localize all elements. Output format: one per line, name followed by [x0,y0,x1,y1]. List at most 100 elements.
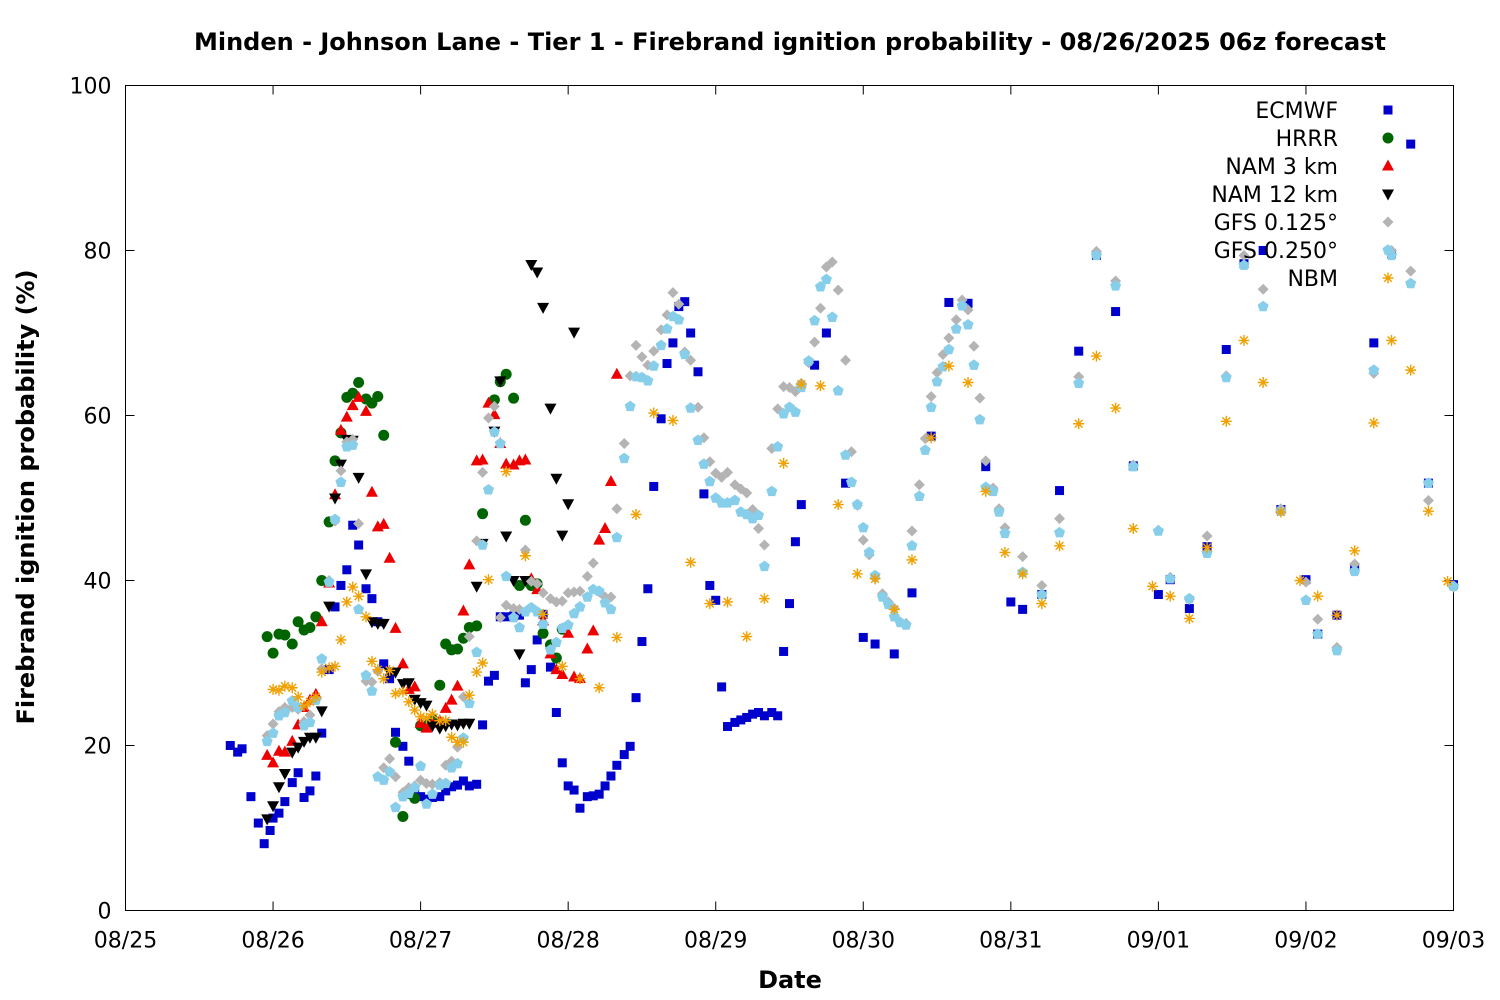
data-point [457,691,469,703]
data-point [618,452,630,464]
data-point [421,712,433,724]
data-point [360,669,372,681]
data-point [851,498,863,510]
data-point [483,676,493,686]
data-point [821,328,831,338]
data-point [471,620,483,632]
x-tick-label: 09/01 [1127,929,1190,954]
data-point [508,392,520,404]
data-point [1111,307,1121,317]
data-point [347,387,359,399]
legend-label: ECMWF [1255,99,1338,124]
data-point [453,780,462,790]
legend-marker [1382,244,1394,255]
data-point [1220,371,1232,383]
data-point [353,377,365,388]
data-point [340,410,353,422]
x-tick-label: 09/03 [1422,929,1485,954]
data-point [404,756,414,766]
data-point [439,701,452,713]
data-point [390,801,402,813]
x-axis-label: Date [758,966,822,994]
data-point [347,439,359,450]
data-point [309,732,322,744]
data-point [925,432,937,444]
legend-label: GFS 0.125° [1214,211,1338,236]
data-point [550,473,563,485]
data-point [335,634,347,646]
data-point [832,284,844,296]
data-point [464,781,474,791]
data-point [482,412,494,424]
data-point [1055,486,1065,496]
plot-area [125,85,1454,911]
data-point [457,604,470,616]
data-point [778,457,790,469]
data-point [334,459,347,471]
data-point [611,503,623,515]
data-point [587,624,600,636]
data-point [441,786,451,796]
data-point [360,611,372,623]
data-point [415,711,427,723]
data-point [434,679,446,691]
data-point [604,475,617,486]
data-point [673,314,685,325]
data-point [1221,345,1231,354]
data-point [378,429,390,441]
data-point [574,673,586,685]
data-point [1349,558,1361,570]
data-point [826,256,838,268]
data-point [384,766,396,777]
data-point [440,777,452,789]
data-point [974,392,986,404]
data-point [402,678,415,690]
data-point [500,466,512,478]
data-point [612,760,622,770]
x-tick-label: 08/28 [536,929,599,954]
legend-marker [1382,272,1394,284]
data-point [575,803,585,813]
data-point [378,774,390,785]
data-point [809,314,821,326]
data-point [1238,249,1250,261]
data-point [810,360,820,370]
data-point [925,401,937,412]
data-point [889,649,899,659]
data-point [279,706,291,718]
data-point [968,359,980,370]
data-point [999,527,1011,539]
data-point [851,568,863,580]
data-point [531,267,544,279]
data-point [758,593,770,605]
series-nam-12-km [261,260,581,826]
data-point [426,778,438,790]
data-point [968,340,980,352]
data-point [329,513,341,525]
data-point [574,585,586,597]
legend-label: NAM 3 km [1225,155,1338,180]
data-point [642,375,654,386]
data-point [531,578,543,590]
data-point [1220,415,1232,427]
data-point [253,818,263,828]
data-point [452,643,463,655]
y-tick-label: 80 [84,240,112,265]
data-point [1164,573,1176,584]
axis-ticks: 08/25 08/26 08/27 08/28 08/29 08/30 08/31 09/01… [70,75,1486,954]
data-point [692,401,704,413]
data-point [421,798,433,809]
y-tick-label: 100 [70,75,112,100]
data-point [840,354,852,366]
data-point [500,570,512,582]
data-point [980,485,992,497]
data-point [416,792,426,802]
legend-marker [1382,189,1394,201]
data-point [1054,540,1066,552]
y-axis-label: Firebrand ignition probability (%) [12,269,40,724]
series-gfs-0-125 [261,245,1459,799]
data-point [420,721,433,733]
data-point [1422,477,1434,488]
data-point [267,756,280,768]
